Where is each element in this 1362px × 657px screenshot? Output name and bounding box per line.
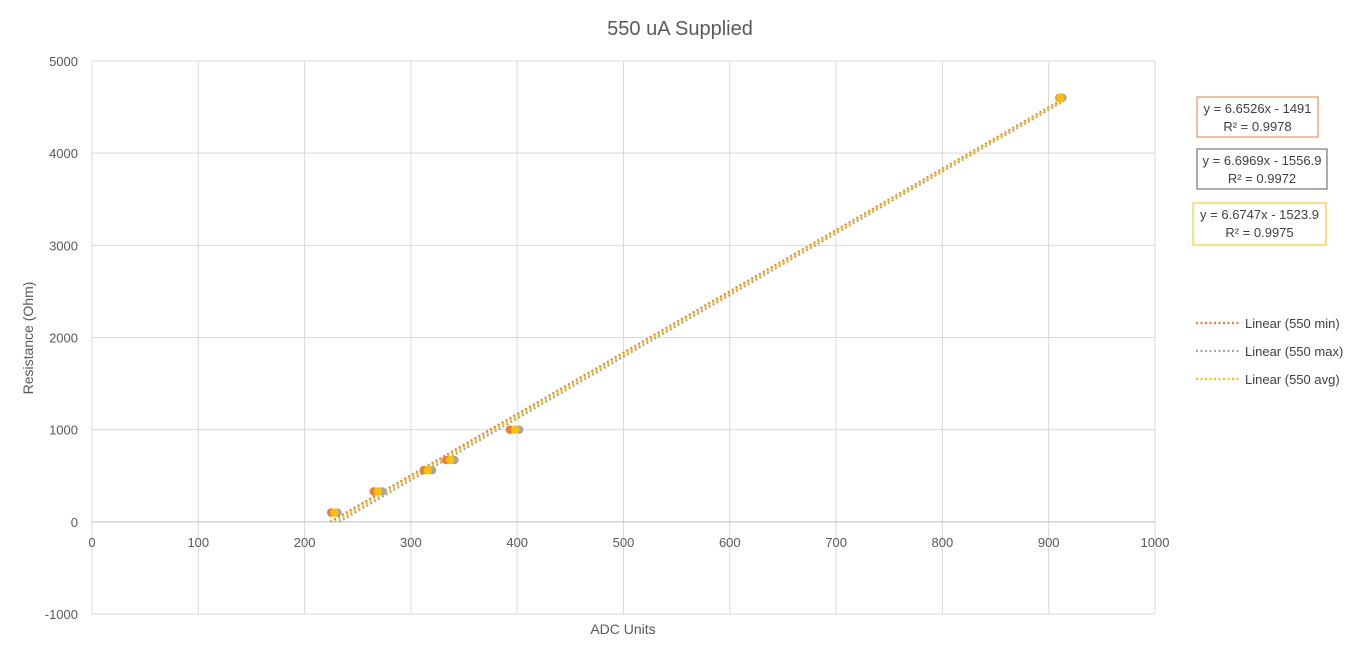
- trendline-r-squared: R² = 0.9978: [1223, 119, 1291, 134]
- x-tick-label: 1000: [1141, 535, 1170, 550]
- x-tick-label: 400: [506, 535, 528, 550]
- data-points: [326, 93, 1067, 517]
- x-tick-label: 500: [613, 535, 635, 550]
- x-tick-label: 300: [400, 535, 422, 550]
- y-tick-label: 0: [71, 515, 78, 530]
- trendline-equation-box: y = 6.6969x - 1556.9 R² = 0.9972: [1196, 148, 1328, 190]
- x-tick-label: 900: [1038, 535, 1060, 550]
- x-tick-label: 800: [932, 535, 954, 550]
- x-axis-label: ADC Units: [590, 621, 655, 637]
- data-point-series-3: [1056, 93, 1065, 103]
- data-point-series-3: [510, 425, 520, 434]
- x-tick-label: 600: [719, 535, 741, 550]
- legend-label: Linear (550 max): [1245, 344, 1343, 359]
- trendline-equation: y = 6.6969x - 1556.9: [1203, 153, 1322, 168]
- legend-item: Linear (550 max): [1196, 344, 1343, 359]
- y-tick-label: 1000: [49, 423, 78, 438]
- x-tick-label: 200: [294, 535, 316, 550]
- y-tick-label: 3000: [49, 238, 78, 253]
- trendline-equation: y = 6.6526x - 1491: [1203, 101, 1311, 116]
- tick-labels: 0 100 200 300 400 500 600 700 800 900 1000 -1000 0 10…: [45, 54, 1170, 622]
- equation-box-border: [1196, 96, 1319, 138]
- trendlines: [329, 98, 1064, 523]
- trendline-equations: y = 6.6526x - 1491 R² = 0.9978 y = 6.6969x…: [1192, 96, 1328, 246]
- y-tick-label: -1000: [45, 607, 78, 622]
- data-point-series-3: [373, 487, 383, 496]
- legend-label: Linear (550 avg): [1245, 372, 1340, 387]
- x-tick-label: 100: [187, 535, 209, 550]
- y-tick-label: 4000: [49, 146, 78, 161]
- y-tick-label: 2000: [49, 331, 78, 346]
- legend: Linear (550 min) Linear (550 max) Linear (…: [1196, 316, 1343, 387]
- legend-item: Linear (550 avg): [1196, 372, 1340, 387]
- data-point-series-3: [423, 466, 433, 475]
- trendline-equation: y = 6.6747x - 1523.9: [1200, 207, 1319, 222]
- trendline-3: [334, 99, 1064, 523]
- chart-title: 550 uA Supplied: [607, 18, 753, 40]
- legend-label: Linear (550 min): [1245, 316, 1340, 331]
- legend-item: Linear (550 min): [1196, 316, 1340, 331]
- trendline-r-squared: R² = 0.9975: [1225, 225, 1293, 240]
- equation-box-border: [1196, 148, 1328, 190]
- x-tick-label: 700: [825, 535, 847, 550]
- grid-lines: [91, 60, 1156, 615]
- equation-box-border: [1192, 202, 1327, 246]
- data-point-series-3: [446, 455, 455, 465]
- trendline-1: [329, 98, 1064, 523]
- data-point-series-3: [330, 508, 339, 517]
- trendline-equation-box: y = 6.6747x - 1523.9 R² = 0.9975: [1192, 202, 1327, 246]
- y-axis-label: Resistance (Ohm): [20, 282, 36, 395]
- y-tick-label: 5000: [49, 54, 78, 69]
- x-tick-label: 0: [88, 535, 95, 550]
- trendline-equation-box: y = 6.6526x - 1491 R² = 0.9978: [1196, 96, 1319, 138]
- trendline-r-squared: R² = 0.9972: [1228, 171, 1296, 186]
